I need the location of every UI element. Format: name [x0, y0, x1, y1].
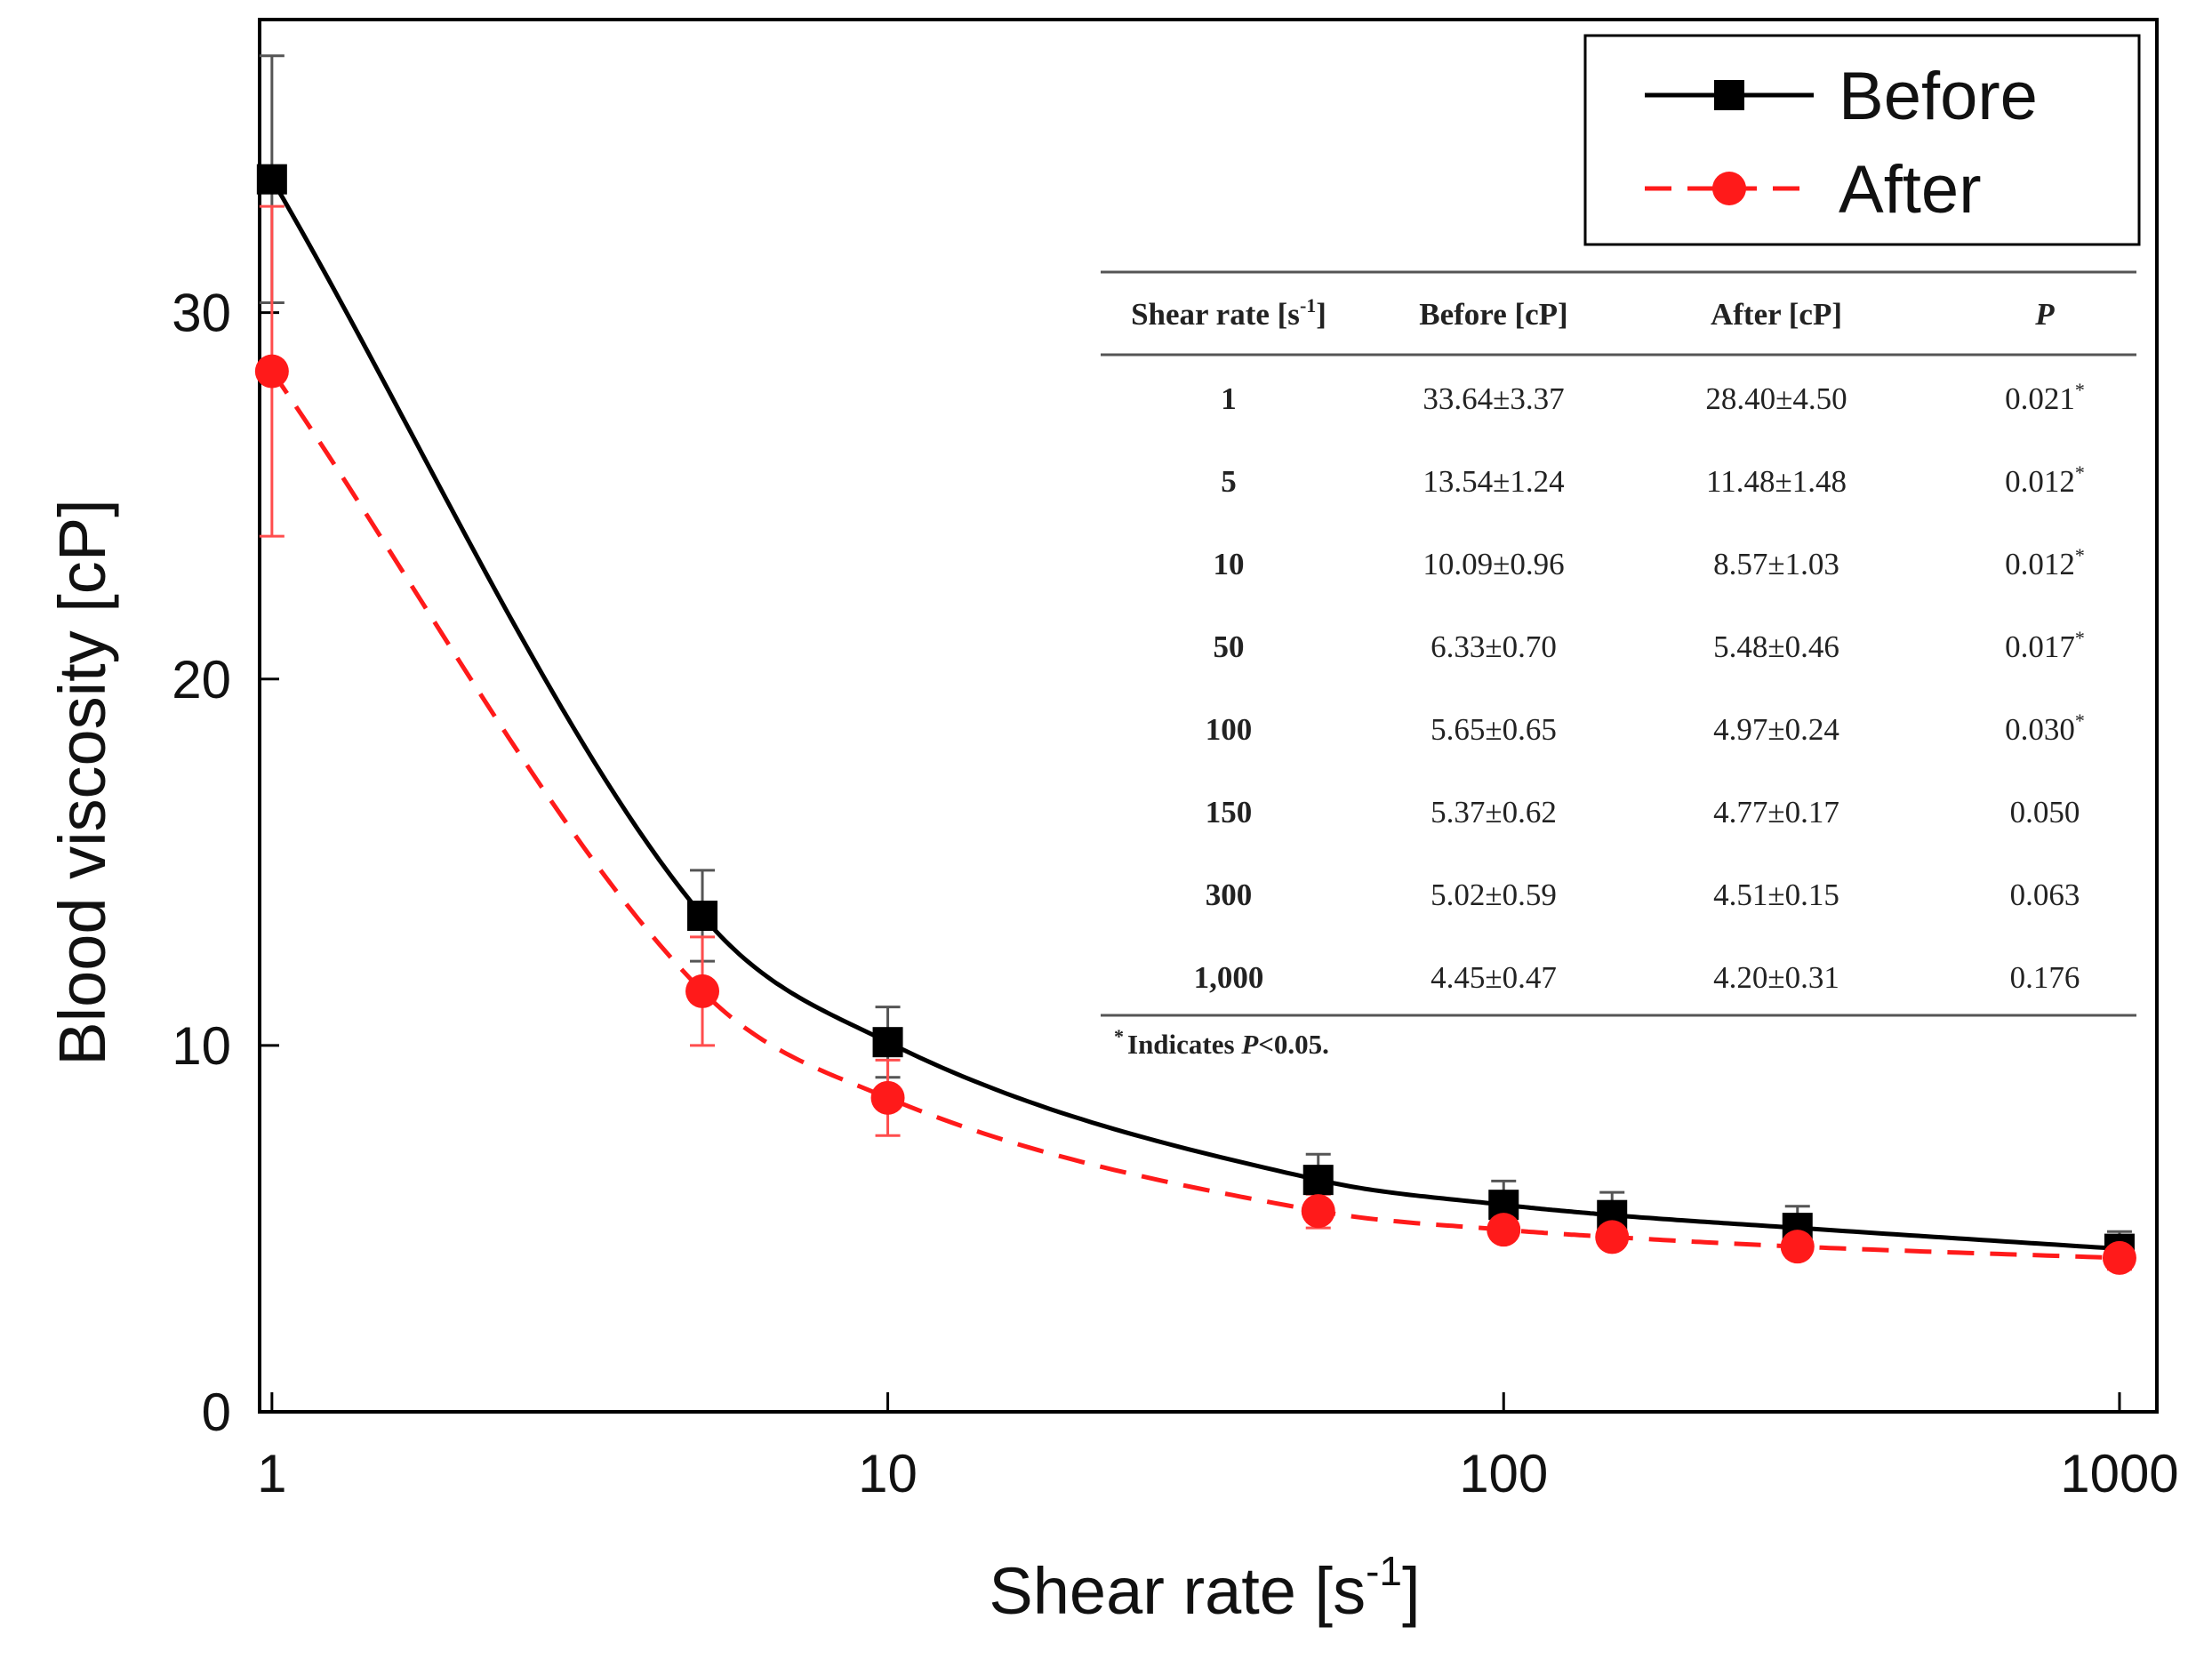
x-tick-label: 1000: [2060, 1444, 2178, 1503]
table-cell-before: 33.64±3.37: [1423, 381, 1564, 416]
table-row: 1 33.64±3.37 28.40±4.50 0.021*: [1221, 379, 2085, 416]
y-tick-label: 0: [202, 1382, 231, 1442]
table-cell-shear-rate: 10: [1214, 547, 1245, 581]
y-tick-label: 30: [172, 284, 231, 343]
table-cell-before: 4.45±0.47: [1431, 960, 1557, 995]
point-after: [254, 354, 289, 389]
table-header-shear-rate: Shear rate [s-1]: [1131, 294, 1326, 332]
table-header-before: Before [cP]: [1419, 297, 1567, 332]
point-before: [1302, 1165, 1334, 1196]
table-cell-shear-rate: 50: [1214, 629, 1245, 664]
table-cell-shear-rate: 300: [1206, 878, 1253, 912]
legend-box: [1583, 34, 2141, 246]
point-before: [256, 164, 287, 195]
table-cell-before: 13.54±1.24: [1423, 464, 1564, 499]
point-after: [1780, 1230, 1815, 1264]
x-tick-label: 10: [858, 1444, 918, 1503]
y-axis-title: Blood viscosity [cP]: [45, 499, 119, 1065]
point-before: [872, 1027, 903, 1058]
table-cell-p: 0.017*: [2005, 627, 2085, 664]
table-cell-p: 0.030*: [2005, 709, 2085, 747]
point-after: [2102, 1240, 2136, 1275]
table-footnote: * Indicates P<0.05.: [1114, 1025, 1329, 1060]
axes: 0 10 20 30 1 10 100 1000: [172, 284, 2178, 1503]
table-body: 1 33.64±3.37 28.40±4.50 0.021* 5 13.54±1.24 11…: [1194, 379, 2085, 995]
table-row: 100 5.65±0.65 4.97±0.24 0.030*: [1206, 709, 2085, 747]
x-axis-title: Shear rate [s-1]: [989, 1548, 1420, 1628]
table-cell-after: 11.48±1.48: [1706, 464, 1847, 499]
point-after: [685, 974, 720, 1008]
table-row: 150 5.37±0.62 4.77±0.17 0.050: [1206, 795, 2080, 830]
table-row: 300 5.02±0.59 4.51±0.15 0.063: [1206, 878, 2080, 912]
table-cell-before: 5.65±0.65: [1431, 712, 1557, 747]
table-cell-after: 4.51±0.15: [1713, 878, 1839, 912]
y-tick-label: 10: [172, 1016, 231, 1076]
table-cell-before: 10.09±0.96: [1423, 547, 1564, 581]
table-cell-p: 0.012*: [2005, 461, 2085, 499]
legend-before-marker: [1714, 80, 1744, 110]
legend-after-label: After: [1839, 152, 1982, 228]
table-row: 50 6.33±0.70 5.48±0.46 0.017*: [1214, 627, 2085, 664]
table-header-p: P: [2034, 297, 2055, 332]
inset-table-background: [1102, 268, 2143, 1051]
table-cell-p: 0.063: [2010, 878, 2080, 912]
table-row: 10 10.09±0.96 8.57±1.03 0.012*: [1214, 544, 2085, 581]
table-cell-p: 0.050: [2010, 795, 2080, 830]
legend: Before After: [1583, 34, 2141, 246]
table-cell-before: 5.02±0.59: [1431, 878, 1557, 912]
table-cell-p: 0.012*: [2005, 544, 2085, 581]
table-row: 5 13.54±1.24 11.48±1.48 0.012*: [1221, 461, 2085, 499]
table-cell-before: 6.33±0.70: [1431, 629, 1557, 664]
table-cell-shear-rate: 5: [1221, 464, 1237, 499]
series-after-line: [269, 370, 2120, 1261]
table-cell-p: 0.176: [2010, 960, 2080, 995]
point-before: [687, 901, 718, 932]
table-cell-shear-rate: 150: [1206, 795, 1253, 830]
table-cell-shear-rate: 1,000: [1194, 960, 1264, 995]
table-cell-before: 5.37±0.62: [1431, 795, 1557, 830]
table-cell-after: 28.40±4.50: [1705, 381, 1847, 416]
x-tick-label: 1: [257, 1444, 286, 1503]
table-cell-after: 4.77±0.17: [1713, 795, 1839, 830]
table-row: 1,000 4.45±0.47 4.20±0.31 0.176: [1194, 960, 2080, 995]
table-cell-after: 4.20±0.31: [1713, 960, 1839, 995]
data-markers: [254, 164, 2136, 1275]
table-header-after: After [cP]: [1711, 297, 1842, 332]
point-after: [870, 1080, 905, 1115]
table-cell-p: 0.021*: [2005, 379, 2085, 416]
x-tick-label: 100: [1459, 1444, 1548, 1503]
legend-before-label: Before: [1839, 59, 2038, 134]
point-after: [1595, 1220, 1630, 1254]
table-cell-shear-rate: 1: [1221, 381, 1237, 416]
fitted-curves: [269, 178, 2120, 1261]
plot-area-frame: [258, 18, 2159, 1414]
inset-table: Shear rate [s-1] Before [cP] After [cP] …: [1101, 268, 2143, 1060]
point-after: [1487, 1213, 1521, 1247]
table-cell-after: 5.48±0.46: [1713, 629, 1839, 664]
table-cell-shear-rate: 100: [1206, 712, 1253, 747]
y-tick-label: 20: [172, 650, 231, 709]
table-cell-after: 4.97±0.24: [1713, 712, 1839, 747]
legend-after-marker: [1712, 172, 1746, 205]
point-after: [1301, 1194, 1335, 1229]
series-before-line: [269, 178, 2120, 1252]
table-cell-after: 8.57±1.03: [1713, 547, 1839, 581]
